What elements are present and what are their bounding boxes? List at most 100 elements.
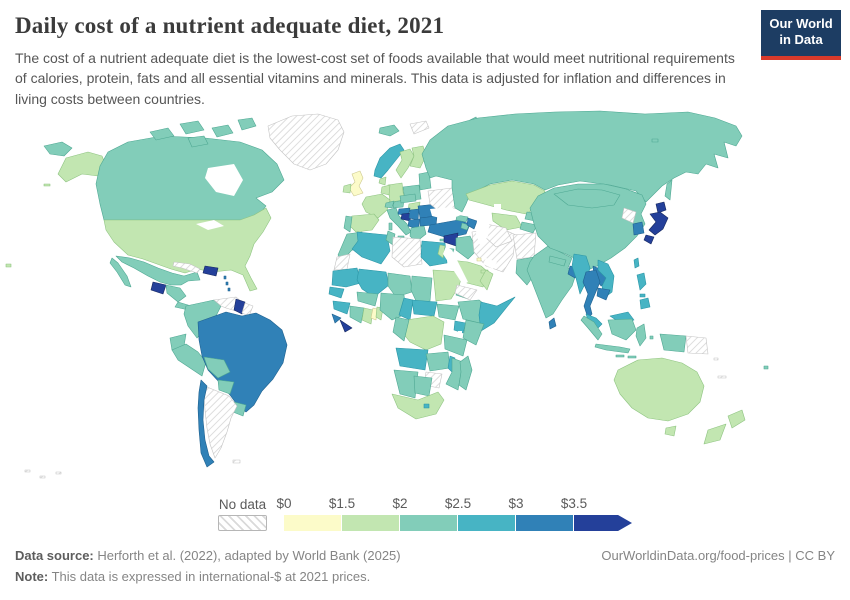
country-japan-kyushu[interactable] xyxy=(643,234,655,245)
legend-bin-3[interactable] xyxy=(458,515,516,531)
country-fiji[interactable] xyxy=(763,365,769,370)
country-mexico[interactable] xyxy=(115,255,201,286)
country-indonesia-java[interactable] xyxy=(594,343,631,354)
country-norway[interactable] xyxy=(373,143,405,179)
country-angola[interactable] xyxy=(395,347,429,371)
country-new-zealand-south[interactable] xyxy=(703,423,727,445)
country-lesser-antilles[interactable] xyxy=(225,281,229,286)
country-solomon-islands[interactable] xyxy=(713,357,719,361)
country-guyana[interactable] xyxy=(233,298,246,315)
country-iceland[interactable] xyxy=(378,124,400,137)
country-israel[interactable] xyxy=(437,244,446,259)
country-portugal[interactable] xyxy=(343,215,353,233)
country-czechia-slovakia[interactable] xyxy=(399,193,417,204)
country-canada[interactable] xyxy=(95,135,285,221)
country-papua-new-guinea[interactable] xyxy=(685,335,709,355)
country-indonesia-sumatra[interactable] xyxy=(580,315,603,341)
country-france[interactable] xyxy=(361,193,391,219)
country-french-polynesia[interactable] xyxy=(55,471,62,475)
country-argentina[interactable] xyxy=(203,386,238,459)
country-australia[interactable] xyxy=(613,357,705,422)
country-myanmar[interactable] xyxy=(571,253,591,295)
country-azerbaijan[interactable] xyxy=(466,217,478,230)
country-philippines-visayas[interactable] xyxy=(639,293,646,298)
country-french-polynesia[interactable] xyxy=(39,475,46,479)
country-wrangel-island[interactable] xyxy=(651,138,659,143)
country-burkina-faso[interactable] xyxy=(356,291,379,307)
country-serbia[interactable] xyxy=(408,208,420,221)
legend-bin-4[interactable] xyxy=(516,515,574,531)
country-falkland-islands[interactable] xyxy=(232,459,241,464)
country-indonesia-kalimantan[interactable] xyxy=(607,318,637,341)
country-kenya[interactable] xyxy=(462,319,485,346)
country-south-korea[interactable] xyxy=(632,221,645,236)
country-thailand[interactable] xyxy=(582,269,601,319)
country-peru[interactable] xyxy=(171,343,207,377)
country-hawaii[interactable] xyxy=(5,263,12,268)
country-denmark[interactable] xyxy=(378,176,387,186)
country-yemen[interactable] xyxy=(454,284,478,301)
country-russia[interactable] xyxy=(421,110,743,213)
country-uganda[interactable] xyxy=(453,320,467,334)
country-north-korea[interactable] xyxy=(621,207,637,224)
legend-bin-5[interactable] xyxy=(574,515,632,531)
legend-bin-1[interactable] xyxy=(342,515,400,531)
country-madagascar[interactable] xyxy=(458,355,473,391)
country-arctic-islands[interactable] xyxy=(187,135,209,148)
country-china[interactable] xyxy=(529,183,647,271)
country-sweden[interactable] xyxy=(395,148,415,179)
country-new-caledonia[interactable] xyxy=(717,375,727,379)
country-honduras-nicaragua[interactable] xyxy=(165,284,187,303)
country-georgia[interactable] xyxy=(455,214,469,223)
country-south-sudan[interactable] xyxy=(436,303,460,321)
country-indonesia-moluccas[interactable] xyxy=(649,335,654,340)
country-spain[interactable] xyxy=(347,213,380,233)
country-arctic-islands[interactable] xyxy=(149,127,175,141)
country-mauritania[interactable] xyxy=(331,267,362,288)
country-lesser-antilles[interactable] xyxy=(223,275,227,280)
country-indonesia-lesser-sunda[interactable] xyxy=(615,354,625,358)
country-japan-honshu[interactable] xyxy=(648,211,669,236)
country-algeria[interactable] xyxy=(351,231,391,265)
footer-link[interactable]: OurWorldinData.org/food-prices | CC BY xyxy=(601,548,835,564)
country-svalbard[interactable] xyxy=(409,120,430,135)
country-tasmania[interactable] xyxy=(664,425,677,437)
country-kuwait[interactable] xyxy=(476,257,482,262)
country-chad[interactable] xyxy=(410,275,433,304)
country-tanzania[interactable] xyxy=(443,334,468,357)
country-new-zealand-north[interactable] xyxy=(727,409,746,429)
country-ireland[interactable] xyxy=(342,183,352,194)
country-sardinia[interactable] xyxy=(388,222,393,231)
country-afghanistan[interactable] xyxy=(512,232,537,260)
country-paraguay[interactable] xyxy=(217,379,235,395)
country-morocco[interactable] xyxy=(337,231,363,262)
country-uzbekistan[interactable] xyxy=(491,212,523,231)
no-data-swatch[interactable] xyxy=(218,515,267,531)
country-indonesia-west-papua[interactable] xyxy=(659,333,687,353)
country-chukotka[interactable] xyxy=(43,141,73,157)
country-french-polynesia[interactable] xyxy=(24,469,31,473)
country-aleutians[interactable] xyxy=(43,183,51,187)
country-finland[interactable] xyxy=(409,145,427,169)
country-gabon-congo[interactable] xyxy=(392,316,410,342)
country-benelux[interactable] xyxy=(380,184,391,196)
country-togo[interactable] xyxy=(370,307,378,321)
country-libya[interactable] xyxy=(391,236,423,268)
country-guinea[interactable] xyxy=(332,300,351,315)
country-baja-california[interactable] xyxy=(109,257,132,288)
legend-bin-0[interactable] xyxy=(284,515,342,531)
country-baltic-states[interactable] xyxy=(418,171,432,191)
country-zambia[interactable] xyxy=(425,351,451,372)
country-somalia[interactable] xyxy=(478,296,516,332)
country-liberia[interactable] xyxy=(339,319,353,333)
country-indonesia-sulawesi[interactable] xyxy=(635,323,647,347)
country-south-africa[interactable] xyxy=(391,391,445,420)
country-botswana[interactable] xyxy=(413,375,433,397)
country-lesser-antilles[interactable] xyxy=(227,287,231,292)
country-japan-hokkaido[interactable] xyxy=(655,201,667,214)
country-ghana[interactable] xyxy=(361,307,374,325)
country-mongolia[interactable] xyxy=(553,188,621,209)
country-sakhalin[interactable] xyxy=(664,179,673,201)
country-western-sahara[interactable] xyxy=(333,253,351,271)
country-niger[interactable] xyxy=(387,272,413,298)
